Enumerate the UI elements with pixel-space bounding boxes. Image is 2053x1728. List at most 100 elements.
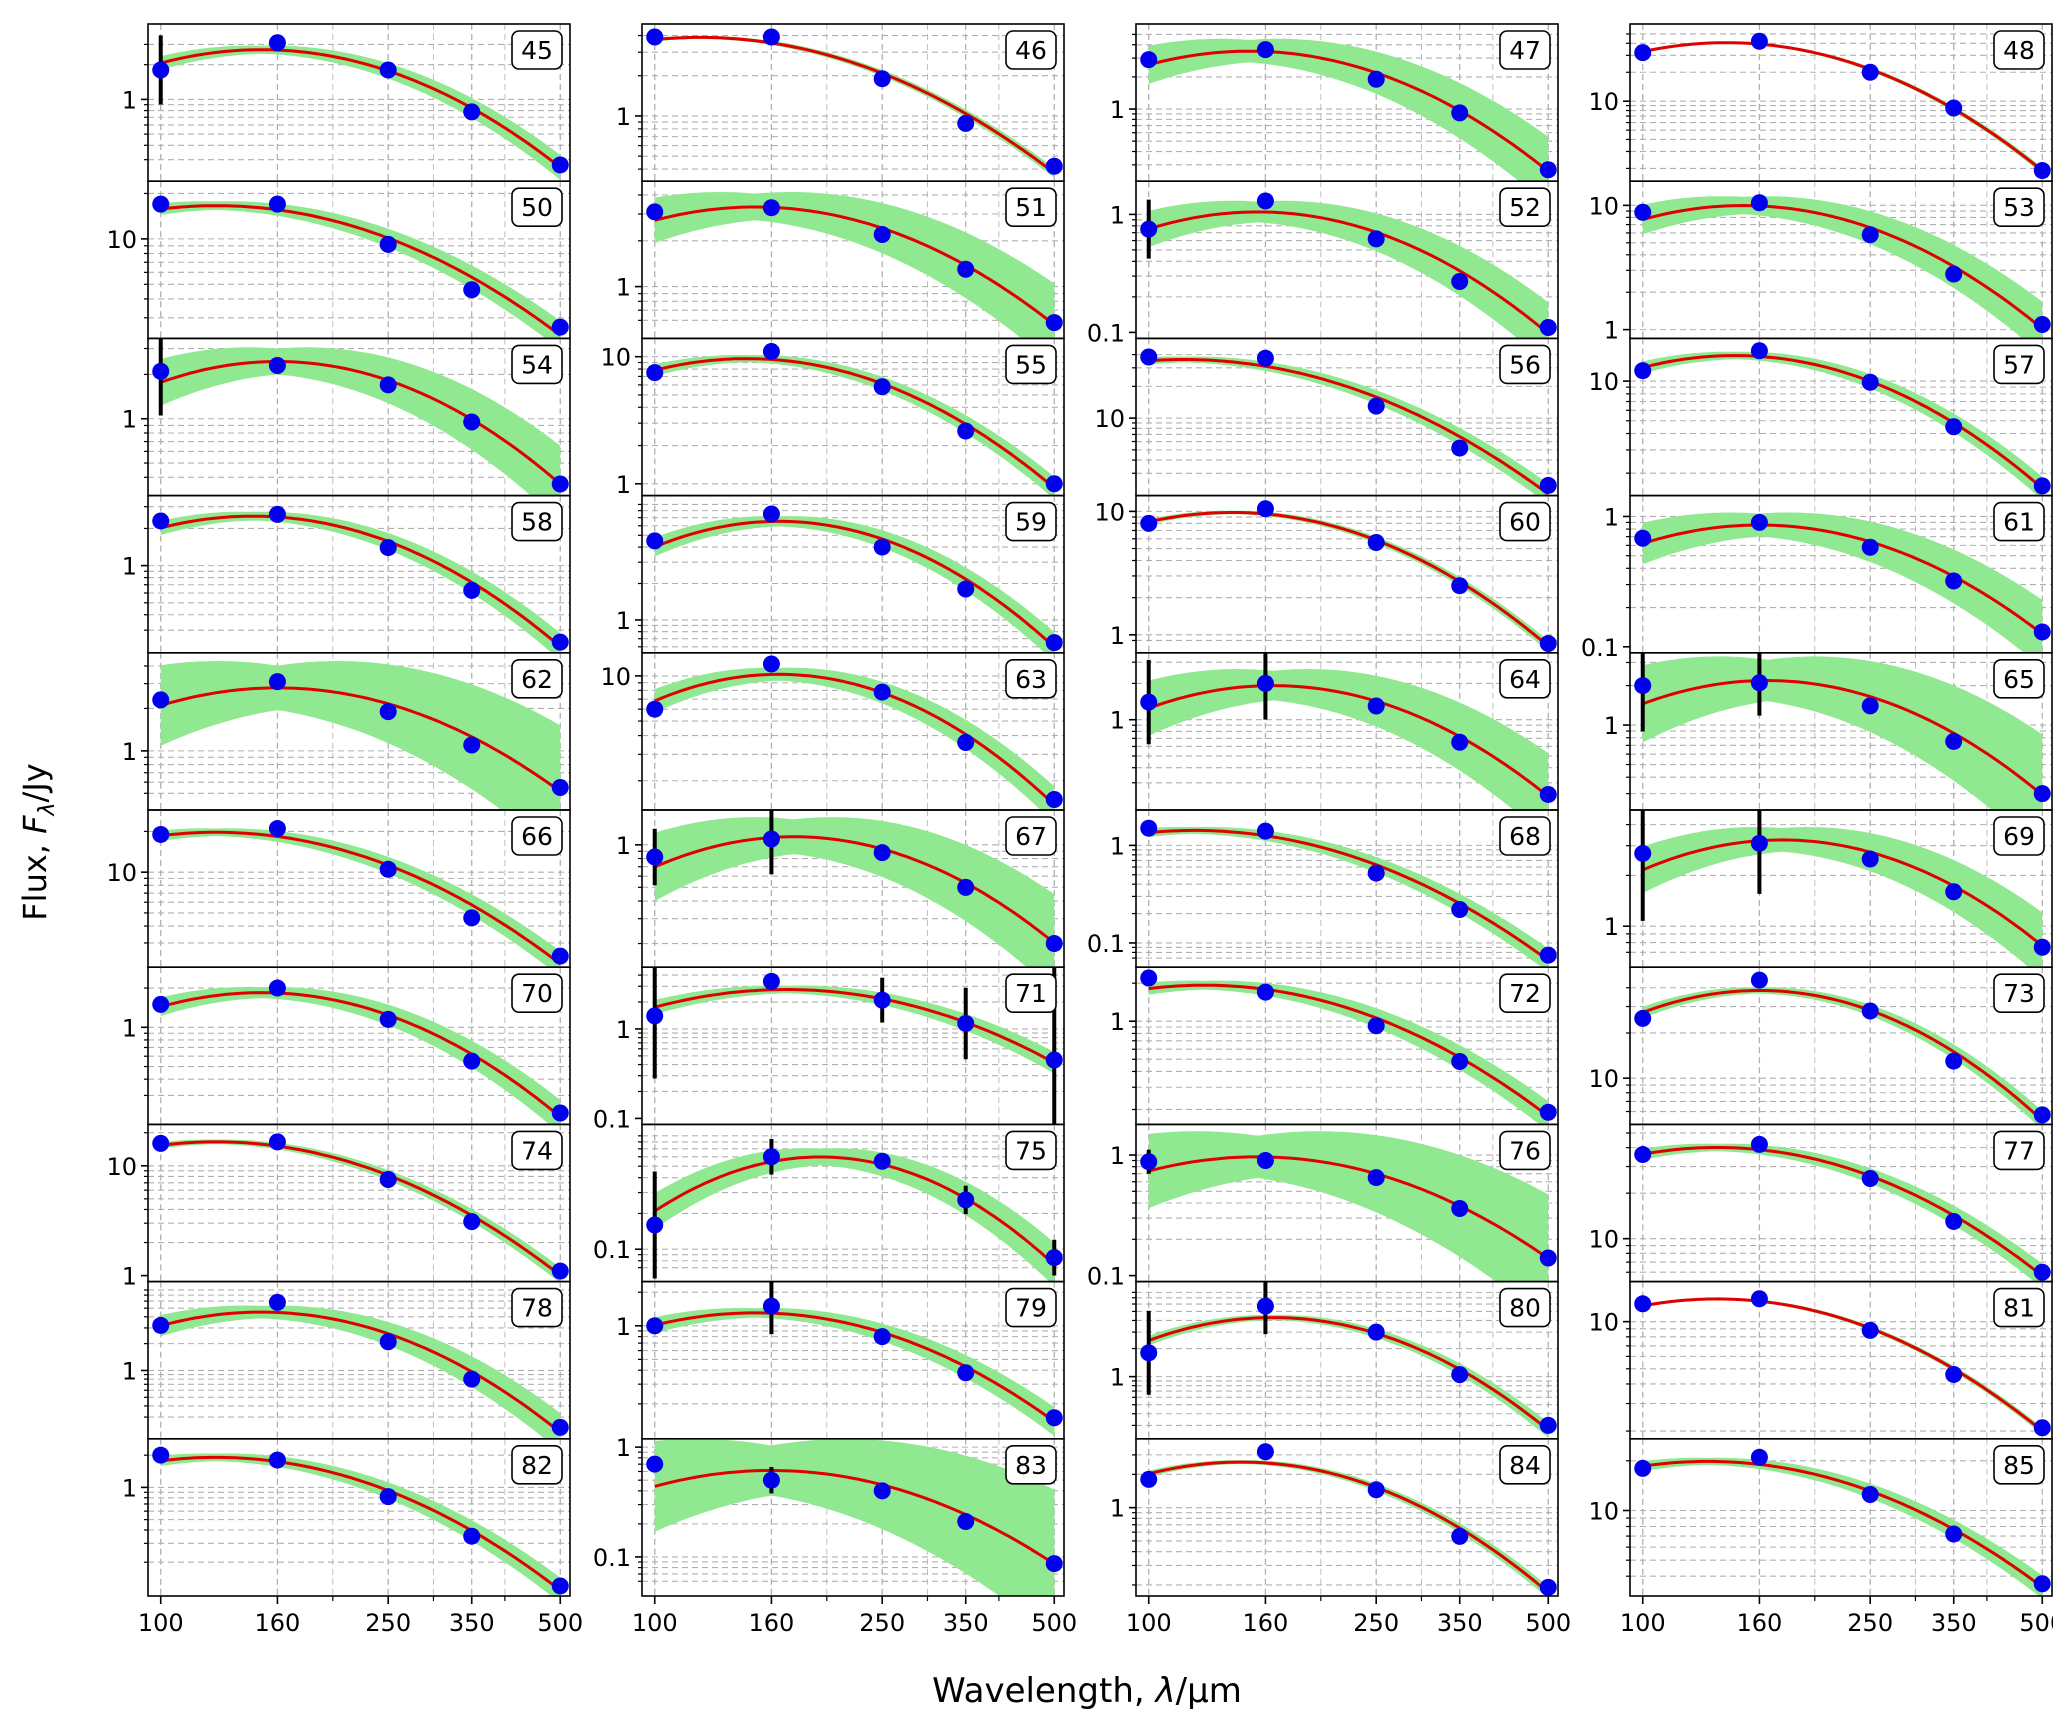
fit-line bbox=[1642, 1297, 2044, 1433]
panel-label: 69 bbox=[2003, 822, 2035, 851]
data-point bbox=[957, 114, 975, 132]
y-tick-label: 1 bbox=[616, 274, 631, 302]
x-tick-label: 350 bbox=[943, 1609, 989, 1637]
panel-label-box bbox=[1993, 344, 2045, 385]
x-tick-label: 350 bbox=[449, 1609, 495, 1637]
data-point bbox=[1945, 1212, 1963, 1230]
y-tick-label: 1 bbox=[1110, 622, 1125, 650]
fit-line bbox=[1148, 828, 1550, 962]
panel-83: 0.1 1 83 100 160 250 350 500 bbox=[593, 1434, 1077, 1637]
data-point bbox=[379, 703, 397, 721]
data-point bbox=[1861, 697, 1879, 715]
y-tick-label: 10 bbox=[600, 663, 631, 691]
y-tick-label: 1 bbox=[1604, 913, 1619, 941]
panel-plot-area bbox=[1630, 1281, 2052, 1439]
panel-plot-area bbox=[1630, 652, 2052, 810]
panel-46: 1 46 bbox=[616, 23, 1065, 182]
y-tick-label: 1 bbox=[122, 553, 137, 581]
data-point bbox=[463, 1527, 481, 1545]
data-point bbox=[873, 683, 891, 701]
panel-plot-area bbox=[1630, 495, 2052, 653]
panel-label: 81 bbox=[2003, 1294, 2035, 1323]
uncertainty-band bbox=[160, 201, 561, 339]
panel-label: 62 bbox=[521, 665, 553, 694]
data-point bbox=[152, 1134, 170, 1152]
panel-plot-area bbox=[1630, 24, 2052, 182]
data-point bbox=[762, 972, 780, 990]
data-point bbox=[1045, 1249, 1063, 1267]
data-point bbox=[646, 532, 664, 550]
data-point bbox=[379, 61, 397, 79]
y-tick-label: 0.1 bbox=[1087, 1263, 1125, 1291]
y-tick-label: 1 bbox=[1110, 1008, 1125, 1036]
uncertainty-band bbox=[1148, 200, 1549, 339]
panel-plot-area bbox=[642, 967, 1064, 1125]
panel-45: 1 45 bbox=[122, 23, 571, 182]
panel-68: 0.1 1 68 bbox=[1087, 809, 1559, 968]
data-point bbox=[1256, 822, 1274, 840]
fit-line bbox=[1148, 49, 1550, 173]
panel-55: 1 10 55 bbox=[600, 337, 1065, 499]
data-point bbox=[1861, 226, 1879, 244]
panel-frame bbox=[641, 1280, 1065, 1440]
panel-plot-area bbox=[148, 652, 570, 810]
y-tick-label: 1 bbox=[1604, 317, 1619, 345]
x-tick-label: 500 bbox=[1525, 1609, 1571, 1637]
panel-label: 73 bbox=[2003, 979, 2035, 1008]
y-tick-label: 1 bbox=[1604, 712, 1619, 740]
data-point bbox=[463, 1213, 481, 1231]
data-point bbox=[379, 376, 397, 394]
data-point bbox=[2033, 1263, 2051, 1281]
data-point bbox=[551, 318, 569, 336]
fit-line bbox=[1642, 41, 2044, 172]
uncertainty-band bbox=[1642, 351, 2043, 496]
panel-label-box bbox=[1993, 501, 2045, 542]
x-tick-label: 100 bbox=[138, 1609, 184, 1637]
data-point bbox=[1750, 1448, 1768, 1466]
panel-label-box bbox=[511, 30, 563, 70]
fit-line bbox=[1642, 354, 2044, 490]
data-point bbox=[268, 1451, 286, 1469]
data-point bbox=[2033, 315, 2051, 333]
panel-label: 68 bbox=[1509, 822, 1541, 851]
panel-plot-area bbox=[642, 1124, 1064, 1282]
data-point bbox=[1539, 1249, 1557, 1267]
uncertainty-band bbox=[1642, 1457, 2043, 1597]
fit-line bbox=[1642, 203, 2044, 330]
data-point bbox=[1861, 1486, 1879, 1504]
panel-plot-area bbox=[148, 338, 570, 496]
x-tick-label: 350 bbox=[1931, 1609, 1977, 1637]
uncertainty-band bbox=[160, 986, 561, 1125]
data-point bbox=[551, 475, 569, 493]
data-point bbox=[1945, 99, 1963, 117]
panel-69: 1 69 bbox=[1604, 809, 2053, 968]
data-point bbox=[646, 1455, 664, 1473]
panel-label-box bbox=[1005, 1445, 1057, 1485]
data-point bbox=[1945, 732, 1963, 750]
panel-label: 46 bbox=[1015, 36, 1047, 65]
data-point bbox=[1539, 1416, 1557, 1434]
panel-label: 76 bbox=[1509, 1136, 1541, 1165]
y-tick-label: 0.1 bbox=[593, 1236, 631, 1264]
data-point bbox=[1367, 1169, 1385, 1187]
data-point bbox=[1539, 319, 1557, 337]
data-point bbox=[551, 778, 569, 796]
fit-line bbox=[160, 1455, 562, 1592]
fit-line bbox=[654, 1469, 1056, 1566]
data-point bbox=[1140, 514, 1158, 532]
panel-plot-area bbox=[1630, 338, 2052, 496]
fit-line bbox=[1148, 1155, 1550, 1260]
data-point bbox=[1539, 476, 1557, 494]
data-point bbox=[1861, 538, 1879, 556]
data-point bbox=[762, 199, 780, 217]
data-point bbox=[1256, 1443, 1274, 1461]
panel-53: 1 10 53 bbox=[1588, 180, 2053, 345]
data-point bbox=[1367, 1481, 1385, 1499]
uncertainty-band bbox=[1642, 987, 2043, 1125]
panel-label: 58 bbox=[521, 508, 553, 537]
panel-label: 67 bbox=[1015, 822, 1047, 851]
x-tick-label: 160 bbox=[1243, 1609, 1289, 1637]
panel-frame bbox=[147, 1123, 571, 1283]
panel-label: 53 bbox=[2003, 193, 2035, 222]
data-point bbox=[646, 28, 664, 46]
